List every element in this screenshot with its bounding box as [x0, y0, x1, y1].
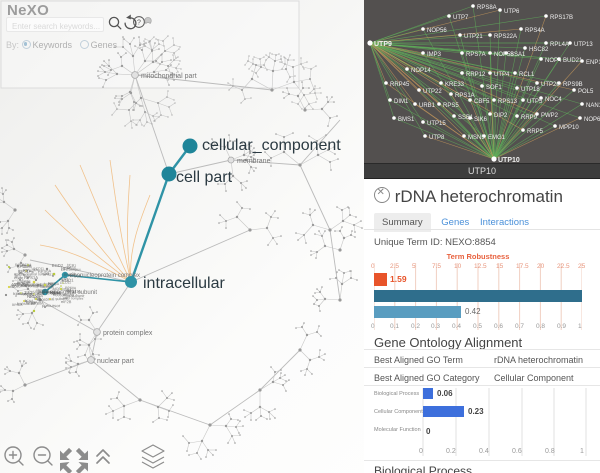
svg-text:RPS9B: RPS9B: [563, 82, 583, 88]
svg-text:URB1: URB1: [419, 103, 436, 109]
svg-text:EGD2: EGD2: [22, 263, 31, 267]
svg-text:UTP6: UTP6: [504, 9, 520, 15]
svg-text:?: ?: [137, 20, 141, 27]
svg-text:NOP14: NOP14: [411, 68, 431, 74]
svg-text:NOP4: NOP4: [545, 58, 562, 64]
svg-text:eIF3 complex: eIF3 complex: [61, 267, 81, 272]
svg-text:ribosome: ribosome: [36, 288, 49, 292]
svg-text:RPS1A: RPS1A: [455, 93, 475, 99]
svg-text:MSN5: MSN5: [468, 135, 485, 141]
svg-text:RPS1A: RPS1A: [48, 282, 60, 286]
svg-text:SIK6: SIK6: [474, 117, 488, 123]
svg-text:mitochondrial part: mitochondrial part: [141, 73, 197, 80]
svg-text:RPS4A: RPS4A: [525, 28, 545, 34]
svg-text:RPS1A: RPS1A: [64, 272, 76, 277]
svg-text:POL5: POL5: [578, 89, 594, 95]
svg-text:RPS17B: RPS17B: [550, 15, 573, 21]
svg-text:NOC4: NOC4: [545, 97, 562, 103]
svg-text:IMP3: IMP3: [427, 52, 442, 58]
svg-text:KRE33: KRE33: [445, 82, 465, 88]
svg-text:cell part: cell part: [176, 169, 233, 186]
svg-text:protein complex: protein complex: [103, 330, 153, 337]
svg-text:SOF1: SOF1: [486, 85, 502, 91]
svg-text:UTP21: UTP21: [464, 34, 483, 40]
svg-text:GCD11: GCD11: [33, 267, 44, 271]
svg-text:RPL24A: RPL24A: [17, 280, 31, 285]
svg-text:RPS22A: RPS22A: [494, 34, 517, 40]
svg-text:CBF5: CBF5: [474, 99, 490, 105]
svg-text:SSA1: SSA1: [510, 52, 526, 58]
svg-text:ENP1: ENP1: [586, 60, 600, 66]
svg-text:intracellular: intracellular: [143, 275, 225, 292]
svg-text:nuclear part: nuclear part: [97, 358, 134, 365]
svg-text:UTP18: UTP18: [521, 87, 540, 93]
svg-text:NOP6: NOP6: [584, 117, 600, 123]
svg-text:eIF3 complex: eIF3 complex: [63, 296, 84, 301]
svg-text:PWP2: PWP2: [541, 113, 559, 119]
svg-text:UTP22: UTP22: [423, 89, 442, 95]
svg-text:MPP10: MPP10: [559, 125, 579, 131]
svg-text:NAN1: NAN1: [586, 103, 600, 109]
svg-text:RPS13: RPS13: [498, 99, 518, 105]
svg-text:GCD11: GCD11: [60, 280, 71, 285]
svg-text:DIP2: DIP2: [494, 113, 508, 119]
svg-text:UTP15: UTP15: [427, 121, 446, 127]
svg-text:RCL1: RCL1: [519, 72, 535, 78]
svg-text:RPS8A: RPS8A: [477, 5, 497, 11]
svg-text:BMS1: BMS1: [398, 117, 415, 123]
svg-text:RPS7A: RPS7A: [466, 52, 486, 58]
svg-text:cellular_component: cellular_component: [202, 137, 341, 154]
svg-text:NOP56: NOP56: [427, 28, 447, 34]
svg-text:RRP5: RRP5: [527, 129, 544, 135]
svg-text:SUI1: SUI1: [63, 288, 72, 292]
svg-text:RRP45: RRP45: [390, 82, 410, 88]
svg-text:UTP5: UTP5: [527, 99, 543, 105]
svg-text:RPS5: RPS5: [443, 103, 459, 109]
svg-text:RRP9: RRP9: [521, 115, 538, 121]
svg-text:SSB1: SSB1: [458, 115, 474, 121]
svg-text:RRP12: RRP12: [466, 72, 486, 78]
svg-text:UTP7: UTP7: [453, 15, 469, 21]
svg-text:HSC82: HSC82: [529, 47, 549, 53]
svg-text:DIM1: DIM1: [394, 99, 409, 105]
svg-text:HCR1: HCR1: [67, 263, 76, 268]
svg-text:UTP8: UTP8: [429, 135, 445, 141]
svg-text:UTP9: UTP9: [374, 41, 392, 48]
svg-text:UTP13: UTP13: [574, 42, 593, 48]
svg-text:BUD21: BUD21: [563, 58, 583, 64]
svg-text:membrane: membrane: [237, 158, 271, 165]
svg-text:EMG1: EMG1: [488, 135, 506, 141]
svg-text:UTP20: UTP20: [541, 82, 560, 88]
svg-text:UTP4: UTP4: [494, 72, 510, 78]
svg-text:RPL4A: RPL4A: [550, 42, 569, 48]
